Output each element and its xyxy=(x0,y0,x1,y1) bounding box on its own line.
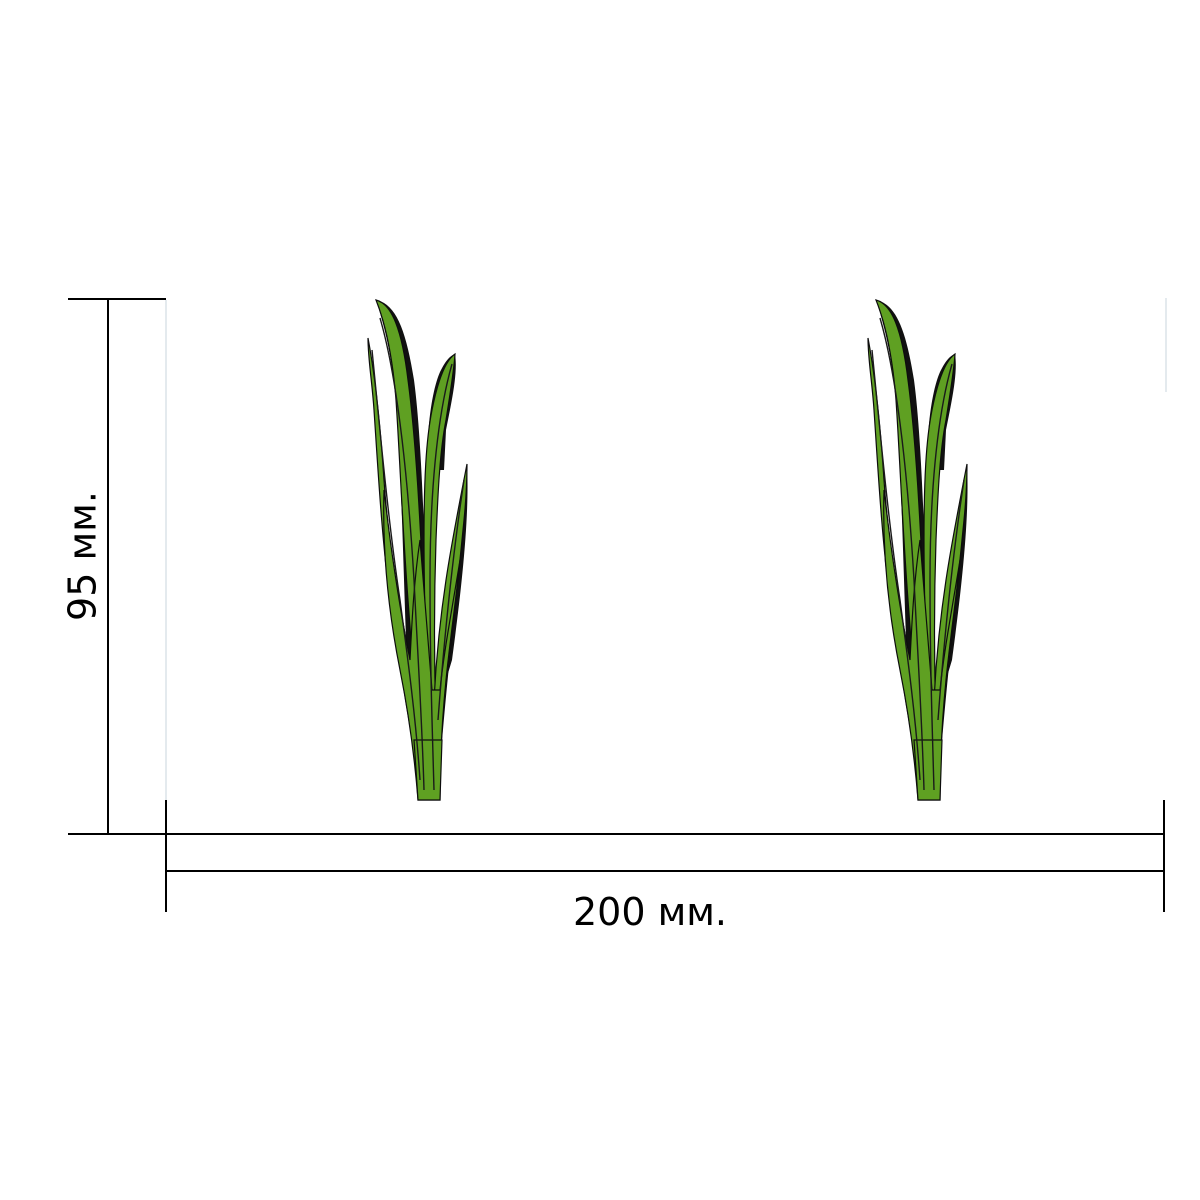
grass-icon xyxy=(867,299,969,801)
grass-icon xyxy=(367,299,469,801)
grass-plant-right xyxy=(867,299,969,801)
width-dimension: 200 мм. xyxy=(165,800,1165,934)
height-label: 95 мм. xyxy=(60,491,104,621)
height-dimension: 95 мм. xyxy=(60,298,167,835)
width-label: 200 мм. xyxy=(573,890,727,934)
grass-plant-left xyxy=(367,299,469,801)
